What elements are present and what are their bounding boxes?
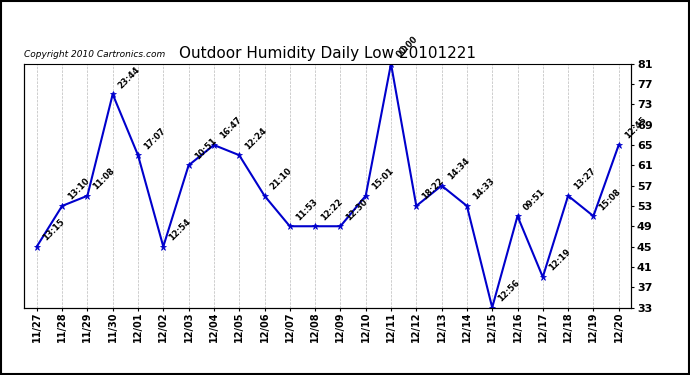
Text: 15:01: 15:01 [370,166,395,192]
Text: 15:08: 15:08 [598,187,623,212]
Text: 00:00: 00:00 [395,34,420,60]
Text: 11:53: 11:53 [294,197,319,222]
Text: Copyright 2010 Cartronics.com: Copyright 2010 Cartronics.com [24,50,166,59]
Text: 12:54: 12:54 [168,217,193,242]
Text: 11:08: 11:08 [92,166,117,192]
Text: 12:24: 12:24 [244,126,268,151]
Text: 14:34: 14:34 [446,156,471,182]
Text: 12:56: 12:56 [496,278,522,303]
Text: 16:47: 16:47 [218,116,244,141]
Text: 09:51: 09:51 [522,187,547,212]
Text: 17:07: 17:07 [142,126,167,151]
Text: 14:33: 14:33 [471,177,496,202]
Text: 13:10: 13:10 [66,177,92,202]
Title: Outdoor Humidity Daily Low 20101221: Outdoor Humidity Daily Low 20101221 [179,46,476,61]
Text: 21:10: 21:10 [268,166,294,192]
Text: 12:22: 12:22 [319,197,344,222]
Text: 12:45: 12:45 [623,116,648,141]
Text: 13:15: 13:15 [41,217,66,242]
Text: 10:51: 10:51 [193,136,218,161]
Text: 13:27: 13:27 [572,166,598,192]
Text: 18:22: 18:22 [420,177,446,202]
Text: 12:19: 12:19 [547,248,572,273]
Text: 12:30: 12:30 [344,197,370,222]
Text: 23:44: 23:44 [117,65,142,90]
